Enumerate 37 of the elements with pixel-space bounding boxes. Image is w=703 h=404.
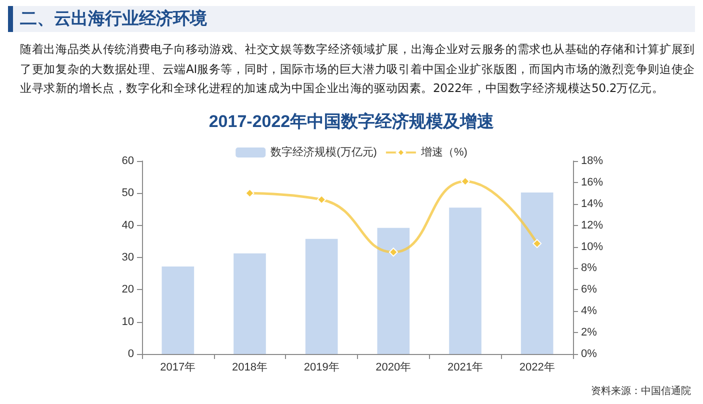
y-tick-label: 0 (128, 348, 134, 360)
bar (377, 228, 410, 354)
y-tick-label: 40 (122, 219, 134, 232)
bar (449, 208, 482, 354)
y2-tick-label: 18% (581, 155, 604, 167)
point (388, 248, 398, 257)
y2-tick-label: 16% (581, 176, 604, 188)
y2-tick-label: 12% (581, 219, 604, 232)
y2-tick-label: 10% (581, 240, 604, 253)
legend-label: 数字经济规模(万亿元) (270, 146, 377, 158)
y-tick-label: 50 (122, 187, 134, 200)
legend-label: 增速（%) (420, 146, 468, 158)
y2-tick-label: 14% (581, 198, 604, 210)
y-tick-label: 30 (122, 252, 134, 264)
y-tick-label: 20 (122, 284, 134, 296)
y2-tick-label: 6% (581, 284, 598, 296)
text: 资料来源：中国信通院 (591, 384, 691, 398)
x-tick-label: 2021年 (448, 362, 483, 374)
y-tick-label: 60 (122, 155, 134, 167)
x-tick-label: 2019年 (304, 362, 340, 374)
chart-title: 2017-2022年中国数字经济规模及增速 (208, 112, 494, 131)
x-tick-label: 2017年 (160, 362, 196, 374)
x-tick-label: 2022年 (519, 362, 555, 374)
y-tick-label: 10 (122, 316, 134, 328)
bar (234, 253, 266, 354)
point (532, 239, 542, 248)
text: 随着出海品类从传统消费电子向移动游戏、社交文娱等数字经济领域扩展，出海企业对云服务的需求也从基础的存储和计算扩展到了更加复杂的大数据处理、云端AI服务等，同时，国际市场的巨大潜力吸引着中国企业扩张版图，而国内市场的激烈竞争则迫使企业寻求新的增长点，数字化和全球化进程的加速成为中国企业出海的驱动因素。2022年，中国数字经济规模达50.2万亿元。 (20, 41, 695, 97)
bar (305, 238, 338, 354)
bar (520, 192, 554, 354)
y2-tick-label: 8% (581, 262, 598, 274)
text: 二、云出海行业经济环境 (20, 8, 207, 31)
x-tick-label: 2018年 (232, 362, 268, 374)
y2-tick-label: 0% (581, 348, 598, 360)
x-tick-label: 2020年 (376, 362, 412, 374)
bar (162, 266, 194, 354)
y2-tick-label: 4% (581, 305, 598, 318)
y2-tick-label: 2% (581, 326, 598, 339)
